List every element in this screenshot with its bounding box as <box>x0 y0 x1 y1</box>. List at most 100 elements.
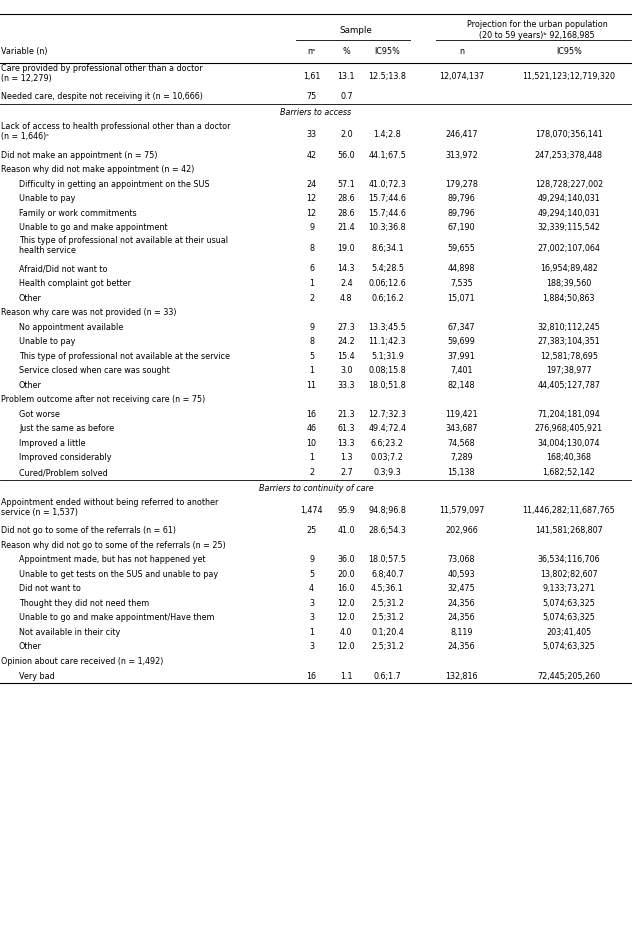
Text: 12: 12 <box>307 208 317 218</box>
Text: Barriers to access: Barriers to access <box>281 108 351 117</box>
Text: 61.3: 61.3 <box>337 424 355 433</box>
Text: 32,810;112,245: 32,810;112,245 <box>537 323 600 332</box>
Text: 2.4: 2.4 <box>340 279 353 288</box>
Text: 14.3: 14.3 <box>337 265 355 274</box>
Text: 33: 33 <box>307 129 317 139</box>
Text: 6.8;40.7: 6.8;40.7 <box>371 569 404 579</box>
Text: 11: 11 <box>307 381 317 390</box>
Text: 178,070;356,141: 178,070;356,141 <box>535 129 603 139</box>
Text: Needed care, despite not receiving it (n = 10,666): Needed care, despite not receiving it (n… <box>1 92 203 101</box>
Text: Service closed when care was sought: Service closed when care was sought <box>19 366 170 375</box>
Text: 21.4: 21.4 <box>337 223 355 233</box>
Text: 203;41,405: 203;41,405 <box>546 628 592 637</box>
Text: Difficulty in getting an appointment on the SUS: Difficulty in getting an appointment on … <box>19 179 210 189</box>
Text: Reason why care was not provided (n = 33): Reason why care was not provided (n = 33… <box>1 308 177 317</box>
Text: 16,954;89,482: 16,954;89,482 <box>540 265 598 274</box>
Text: Appointment made, but has not happened yet: Appointment made, but has not happened y… <box>19 555 205 565</box>
Text: 12.5;13.8: 12.5;13.8 <box>368 71 406 81</box>
Text: 19.0: 19.0 <box>337 244 355 253</box>
Text: 27,002;107,064: 27,002;107,064 <box>537 244 600 253</box>
Text: 2.0: 2.0 <box>340 129 353 139</box>
Text: 119,421: 119,421 <box>445 410 478 419</box>
Text: 75: 75 <box>307 92 317 101</box>
Text: n: n <box>459 47 464 56</box>
Text: Other: Other <box>19 381 42 390</box>
Text: Unable to pay: Unable to pay <box>19 194 75 204</box>
Text: 32,475: 32,475 <box>447 584 475 594</box>
Text: 32,339;115,542: 32,339;115,542 <box>537 223 600 233</box>
Text: Improved a little: Improved a little <box>19 439 85 448</box>
Text: 3: 3 <box>309 613 314 623</box>
Text: 67,347: 67,347 <box>447 323 475 332</box>
Text: 24,356: 24,356 <box>447 613 475 623</box>
Text: 4: 4 <box>309 584 314 594</box>
Text: 72,445;205,260: 72,445;205,260 <box>537 672 600 681</box>
Text: 6: 6 <box>309 265 314 274</box>
Text: Variable (n): Variable (n) <box>1 47 48 56</box>
Text: 13.3: 13.3 <box>337 439 355 448</box>
Text: 44,898: 44,898 <box>447 265 475 274</box>
Text: Very bad: Very bad <box>19 672 55 681</box>
Text: 57.1: 57.1 <box>337 179 355 189</box>
Text: 10: 10 <box>307 439 317 448</box>
Text: Sample: Sample <box>339 25 372 35</box>
Text: Appointment ended without being referred to another
service (n = 1,537): Appointment ended without being referred… <box>1 498 219 517</box>
Text: 20.0: 20.0 <box>337 569 355 579</box>
Text: Improved considerably: Improved considerably <box>19 453 111 462</box>
Text: 15,138: 15,138 <box>447 468 475 477</box>
Text: 5.1;31.9: 5.1;31.9 <box>371 352 404 361</box>
Text: IC95%: IC95% <box>556 47 581 56</box>
Text: Afraid/Did not want to: Afraid/Did not want to <box>19 265 107 274</box>
Text: 56.0: 56.0 <box>337 150 355 159</box>
Text: 34,004;130,074: 34,004;130,074 <box>538 439 600 448</box>
Text: Problem outcome after not receiving care (n = 75): Problem outcome after not receiving care… <box>1 395 205 404</box>
Text: 1,61: 1,61 <box>303 71 320 81</box>
Text: 128,728;227,002: 128,728;227,002 <box>535 179 603 189</box>
Text: 4.5;36.1: 4.5;36.1 <box>371 584 404 594</box>
Text: 16: 16 <box>307 410 317 419</box>
Text: 46: 46 <box>307 424 317 433</box>
Text: 49,294;140,031: 49,294;140,031 <box>537 208 600 218</box>
Text: Reason why did not make appointment (n = 42): Reason why did not make appointment (n =… <box>1 165 195 174</box>
Text: 9: 9 <box>309 223 314 233</box>
Text: 5: 5 <box>309 352 314 361</box>
Text: 1.3: 1.3 <box>340 453 353 462</box>
Text: 7,535: 7,535 <box>450 279 473 288</box>
Text: 246,417: 246,417 <box>445 129 478 139</box>
Text: 28.6: 28.6 <box>337 208 355 218</box>
Text: Cured/Problem solved: Cured/Problem solved <box>19 468 107 477</box>
Text: 12: 12 <box>307 194 317 204</box>
Text: 25: 25 <box>307 526 317 536</box>
Text: 1: 1 <box>309 453 314 462</box>
Text: Opinion about care received (n = 1,492): Opinion about care received (n = 1,492) <box>1 657 164 666</box>
Text: 2.5;31.2: 2.5;31.2 <box>371 598 404 608</box>
Text: 82,148: 82,148 <box>447 381 475 390</box>
Text: Unable to go and make appointment: Unable to go and make appointment <box>19 223 167 233</box>
Text: 141,581;268,807: 141,581;268,807 <box>535 526 603 536</box>
Text: 5: 5 <box>309 569 314 579</box>
Text: 24,356: 24,356 <box>447 598 475 608</box>
Text: 1,474: 1,474 <box>300 506 323 515</box>
Text: 21.3: 21.3 <box>337 410 355 419</box>
Text: 1: 1 <box>309 628 314 637</box>
Text: 10.3;36.8: 10.3;36.8 <box>368 223 406 233</box>
Text: 24.2: 24.2 <box>337 337 355 346</box>
Text: 1.4;2.8: 1.4;2.8 <box>374 129 401 139</box>
Text: Not available in their city: Not available in their city <box>19 628 120 637</box>
Text: 3: 3 <box>309 643 314 652</box>
Text: 95.9: 95.9 <box>337 506 355 515</box>
Text: 4.0: 4.0 <box>340 628 353 637</box>
Text: Did not want to: Did not want to <box>19 584 81 594</box>
Text: 7,289: 7,289 <box>450 453 473 462</box>
Text: 44,405;127,787: 44,405;127,787 <box>537 381 600 390</box>
Text: Unable to get tests on the SUS and unable to pay: Unable to get tests on the SUS and unabl… <box>19 569 218 579</box>
Text: Did not make an appointment (n = 75): Did not make an appointment (n = 75) <box>1 150 158 159</box>
Text: 89,796: 89,796 <box>447 208 475 218</box>
Text: 6.6;23.2: 6.6;23.2 <box>371 439 404 448</box>
Text: 28.6: 28.6 <box>337 194 355 204</box>
Text: 3.0: 3.0 <box>340 366 353 375</box>
Text: Barriers to continuity of care: Barriers to continuity of care <box>258 484 374 492</box>
Text: 8: 8 <box>309 337 314 346</box>
Text: Care provided by professional other than a doctor
(n = 12,279): Care provided by professional other than… <box>1 64 203 83</box>
Text: 0.06;12.6: 0.06;12.6 <box>368 279 406 288</box>
